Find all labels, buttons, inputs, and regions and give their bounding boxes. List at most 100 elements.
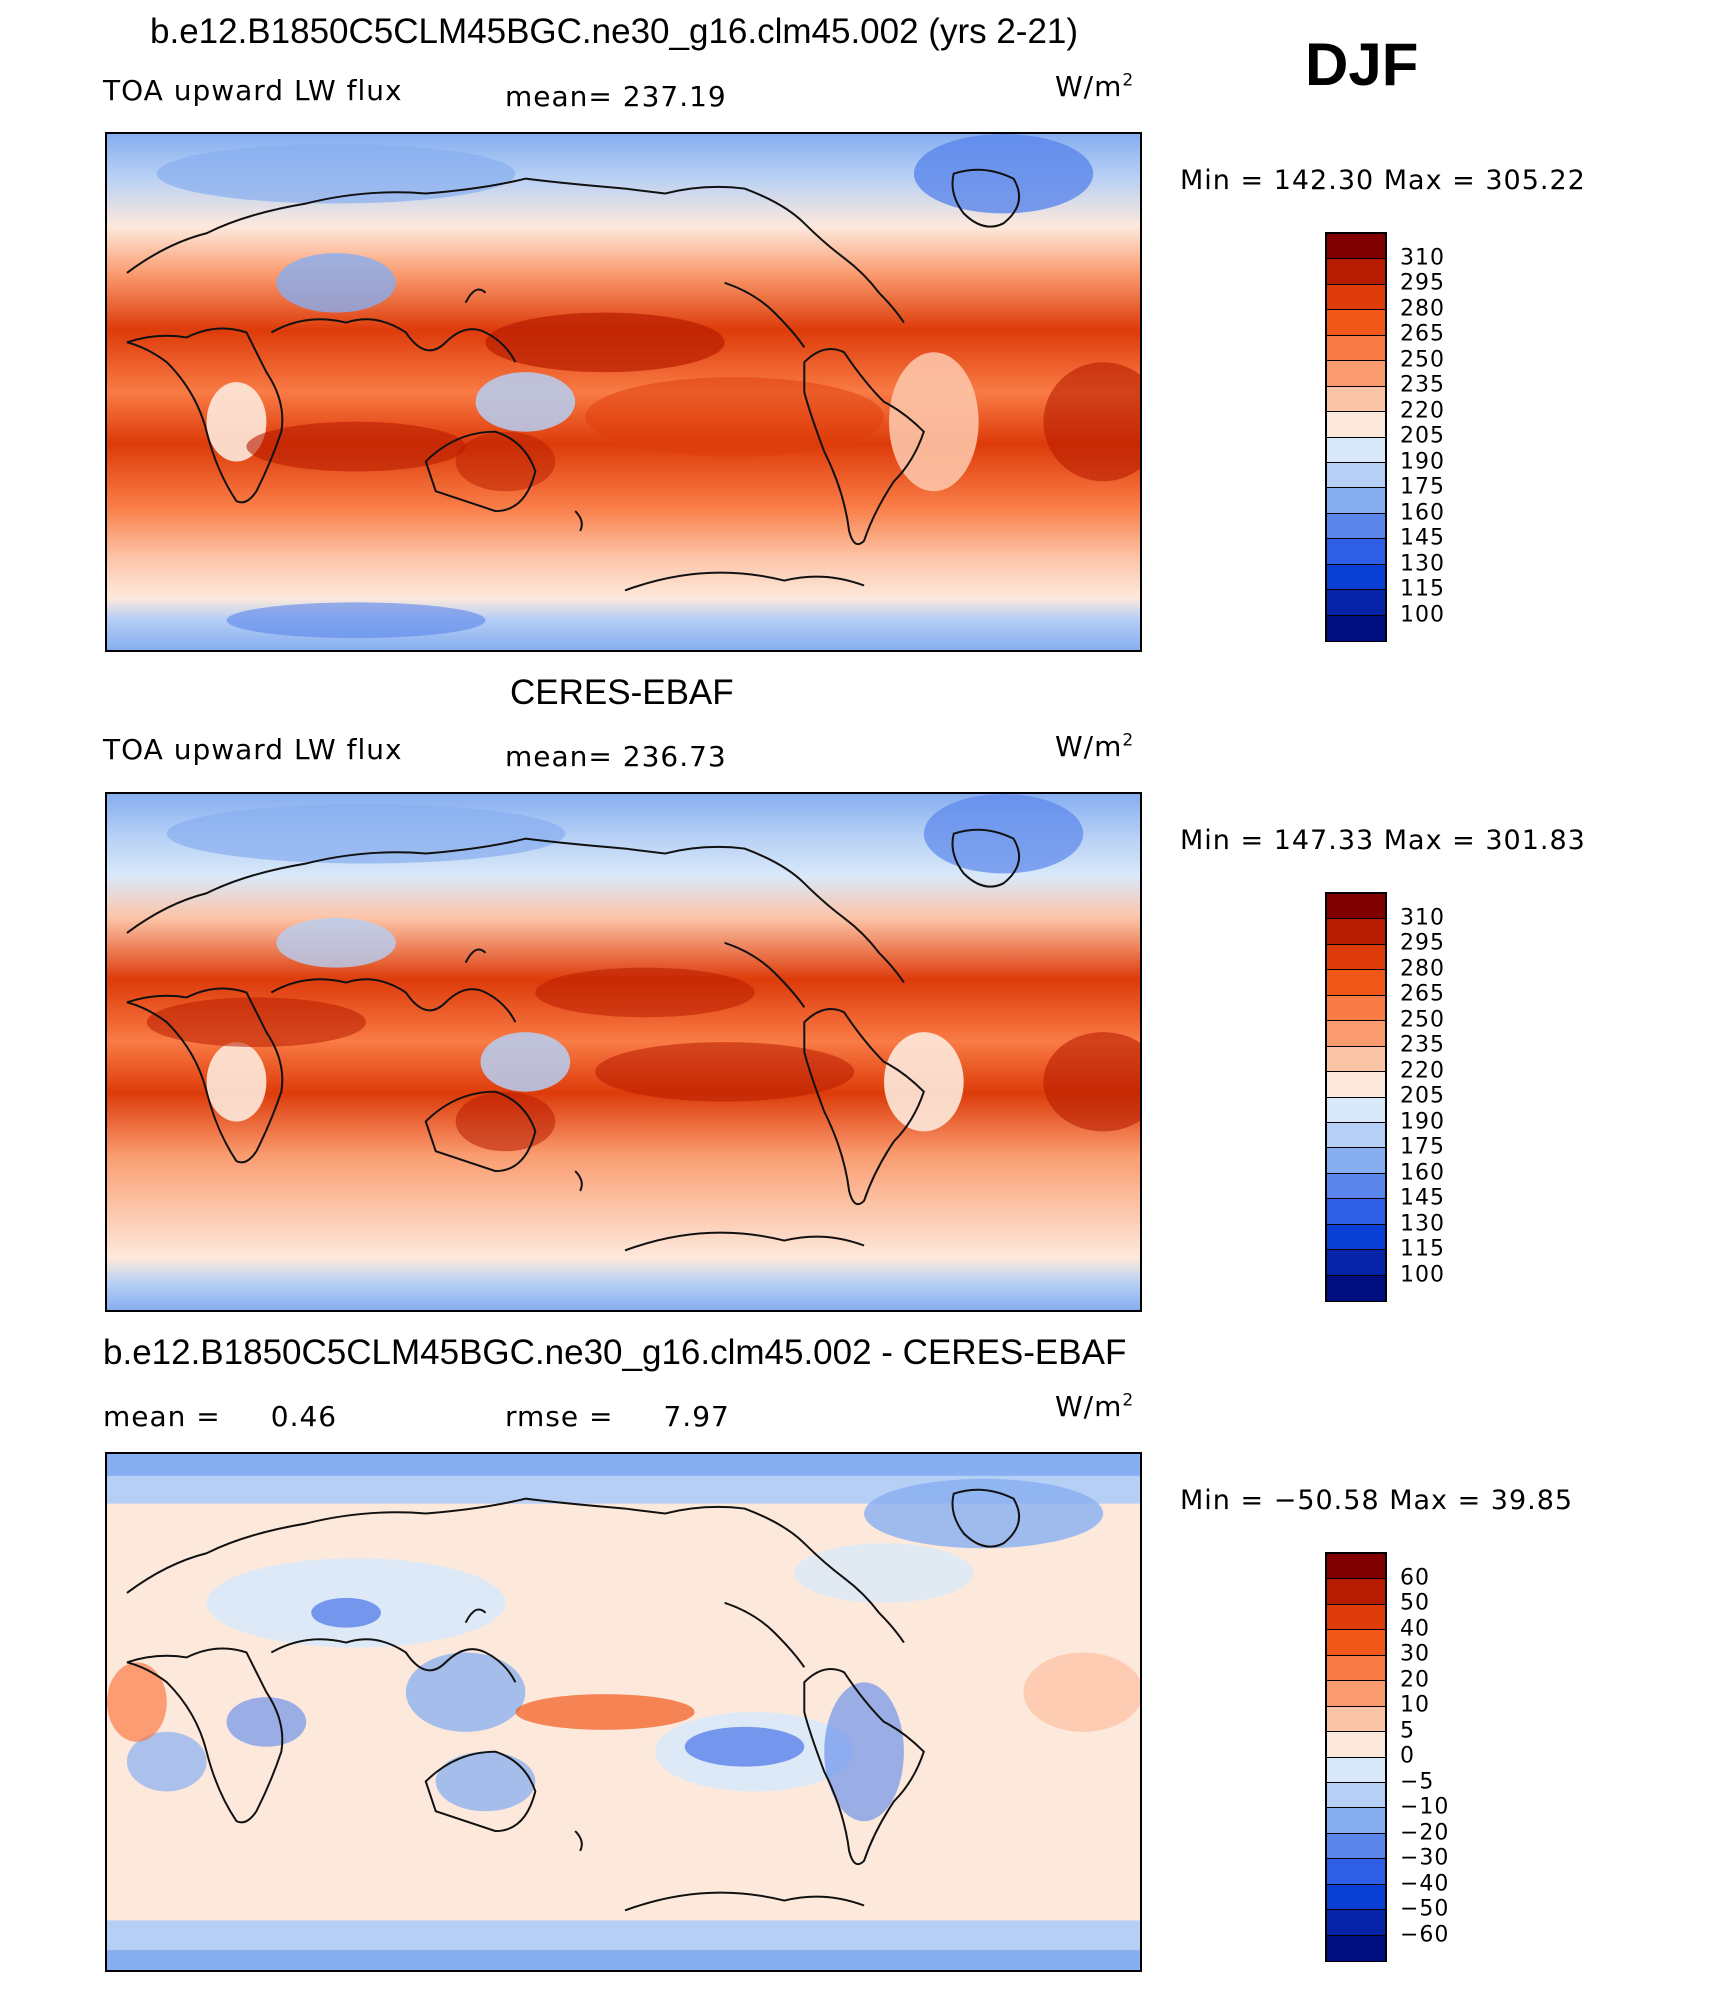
panel3-colorbar-swatch <box>1327 1604 1385 1631</box>
colorbar-tick-label: −10 <box>1400 1794 1450 1820</box>
colorbar-tick-label: 145 <box>1400 525 1445 551</box>
panel3-colorbar-swatch <box>1327 1630 1385 1656</box>
panel1-colorbar-swatch <box>1327 564 1385 591</box>
panel1-colorbar-swatch <box>1327 513 1385 540</box>
panel1-colorbar-swatch <box>1327 615 1385 641</box>
panel2-unit-label: W/m2 <box>1055 730 1135 763</box>
panel1-colorbar-swatch <box>1327 462 1385 489</box>
colorbar-tick-label: 30 <box>1400 1641 1430 1667</box>
colorbar-tick-label: 175 <box>1400 474 1445 500</box>
panel1-minmax: Min = 142.30 Max = 305.22 <box>1180 165 1586 196</box>
panel2-title: CERES-EBAF <box>510 673 734 712</box>
colorbar-tick-label: 205 <box>1400 423 1445 449</box>
panel2-minmax: Min = 147.33 Max = 301.83 <box>1180 825 1586 856</box>
colorbar-tick-label: 235 <box>1400 1032 1445 1058</box>
panel2-colorbar-swatch <box>1327 970 1385 996</box>
panel1-colorbar-swatch <box>1327 386 1385 413</box>
colorbar-tick-label: 220 <box>1400 398 1445 424</box>
panel3-map <box>105 1452 1142 1972</box>
panel3-map-svg <box>107 1454 1140 1970</box>
season-label: DJF <box>1305 31 1419 98</box>
colorbar-tick-label: 235 <box>1400 372 1445 398</box>
panel1-colorbar-swatch <box>1327 539 1385 565</box>
colorbar-tick-label: 160 <box>1400 1160 1445 1186</box>
panel3-colorbar-swatch <box>1327 1579 1385 1605</box>
panel2-colorbar-swatch <box>1327 1122 1385 1149</box>
colorbar-tick-label: 160 <box>1400 500 1445 526</box>
colorbar-tick-label: 130 <box>1400 551 1445 577</box>
panel1-colorbar <box>1325 232 1387 642</box>
colorbar-tick-label: 100 <box>1400 1262 1445 1288</box>
colorbar-tick-label: −40 <box>1400 1871 1450 1897</box>
panel1-unit-label: W/m2 <box>1055 70 1135 103</box>
panel2-colorbar-swatch <box>1327 995 1385 1022</box>
colorbar-tick-label: 295 <box>1400 930 1445 956</box>
panel3-colorbar-swatch <box>1327 1706 1385 1733</box>
colorbar-tick-label: 205 <box>1400 1083 1445 1109</box>
panel1-colorbar-swatch <box>1327 361 1385 387</box>
panel1-colorbar-labels: 310 295 280 265 250 235 220 205 190 175 … <box>1400 232 1520 642</box>
colorbar-tick-label: 10 <box>1400 1692 1430 1718</box>
panel3-colorbar-swatch <box>1327 1808 1385 1834</box>
colorbar-tick-label: 280 <box>1400 956 1445 982</box>
colorbar-tick-label: 220 <box>1400 1058 1445 1084</box>
panel3-colorbar-swatch <box>1327 1884 1385 1911</box>
colorbar-tick-label: 5 <box>1400 1718 1415 1744</box>
panel1-colorbar-swatch <box>1327 234 1385 260</box>
panel3-colorbar-swatch <box>1327 1935 1385 1961</box>
panel2-colorbar-swatch <box>1327 894 1385 920</box>
colorbar-tick-label: 265 <box>1400 321 1445 347</box>
panel3-mean-label: mean = 0.46 <box>103 1400 338 1433</box>
panel3-colorbar-swatch <box>1327 1655 1385 1682</box>
panel2-mean-label: mean= 236.73 <box>505 740 727 773</box>
colorbar-tick-label: 145 <box>1400 1185 1445 1211</box>
panel2-colorbar-swatch <box>1327 1275 1385 1301</box>
panel3-colorbar-swatch <box>1327 1681 1385 1707</box>
colorbar-tick-label: 60 <box>1400 1565 1430 1591</box>
colorbar-tick-label: −20 <box>1400 1820 1450 1846</box>
panel1-colorbar-swatch <box>1327 412 1385 438</box>
panel2-colorbar-swatch <box>1327 1173 1385 1200</box>
panel2-map-svg <box>107 794 1140 1310</box>
colorbar-tick-label: 295 <box>1400 270 1445 296</box>
panel3-colorbar-swatch <box>1327 1833 1385 1860</box>
panel1-mean-label: mean= 237.19 <box>505 80 727 113</box>
panel3-minmax: Min = −50.58 Max = 39.85 <box>1180 1485 1574 1516</box>
panel2-colorbar-swatch <box>1327 919 1385 945</box>
main-title: b.e12.B1850C5CLM45BGC.ne30_g16.clm45.002… <box>150 12 1079 51</box>
colorbar-tick-label: 20 <box>1400 1667 1430 1693</box>
panel2-colorbar-labels: 310 295 280 265 250 235 220 205 190 175 … <box>1400 892 1520 1302</box>
panel2-colorbar <box>1325 892 1387 1302</box>
colorbar-tick-label: −60 <box>1400 1922 1450 1948</box>
panel2-colorbar-swatch <box>1327 1224 1385 1251</box>
panel2-colorbar-swatch <box>1327 944 1385 971</box>
panel2-colorbar-swatch <box>1327 1021 1385 1047</box>
panel3-colorbar-swatch <box>1327 1554 1385 1580</box>
panel2-colorbar-swatch <box>1327 1199 1385 1225</box>
panel1-colorbar-swatch <box>1327 437 1385 463</box>
colorbar-tick-label: 250 <box>1400 1007 1445 1033</box>
panel1-colorbar-swatch <box>1327 335 1385 362</box>
colorbar-tick-label: 280 <box>1400 296 1445 322</box>
panel2-colorbar-swatch <box>1327 1097 1385 1123</box>
colorbar-tick-label: 100 <box>1400 602 1445 628</box>
colorbar-tick-label: −5 <box>1400 1769 1435 1795</box>
panel2-colorbar-swatch <box>1327 1046 1385 1073</box>
colorbar-tick-label: 0 <box>1400 1743 1415 1769</box>
panel3-colorbar-swatch <box>1327 1732 1385 1758</box>
colorbar-tick-label: 115 <box>1400 576 1445 602</box>
panel3-colorbar-swatch <box>1327 1782 1385 1809</box>
panel2-colorbar-swatch <box>1327 1148 1385 1174</box>
panel3-title: b.e12.B1850C5CLM45BGC.ne30_g16.clm45.002… <box>103 1333 1127 1372</box>
panel1-map <box>105 132 1142 652</box>
colorbar-tick-label: 175 <box>1400 1134 1445 1160</box>
panel1-colorbar-swatch <box>1327 590 1385 616</box>
colorbar-tick-label: 265 <box>1400 981 1445 1007</box>
colorbar-tick-label: 40 <box>1400 1616 1430 1642</box>
colorbar-tick-label: 310 <box>1400 905 1445 931</box>
colorbar-tick-label: −30 <box>1400 1845 1450 1871</box>
panel3-colorbar <box>1325 1552 1387 1962</box>
colorbar-tick-label: −50 <box>1400 1896 1450 1922</box>
panel2-colorbar-swatch <box>1327 1072 1385 1098</box>
panel2-colorbar-swatch <box>1327 1250 1385 1276</box>
